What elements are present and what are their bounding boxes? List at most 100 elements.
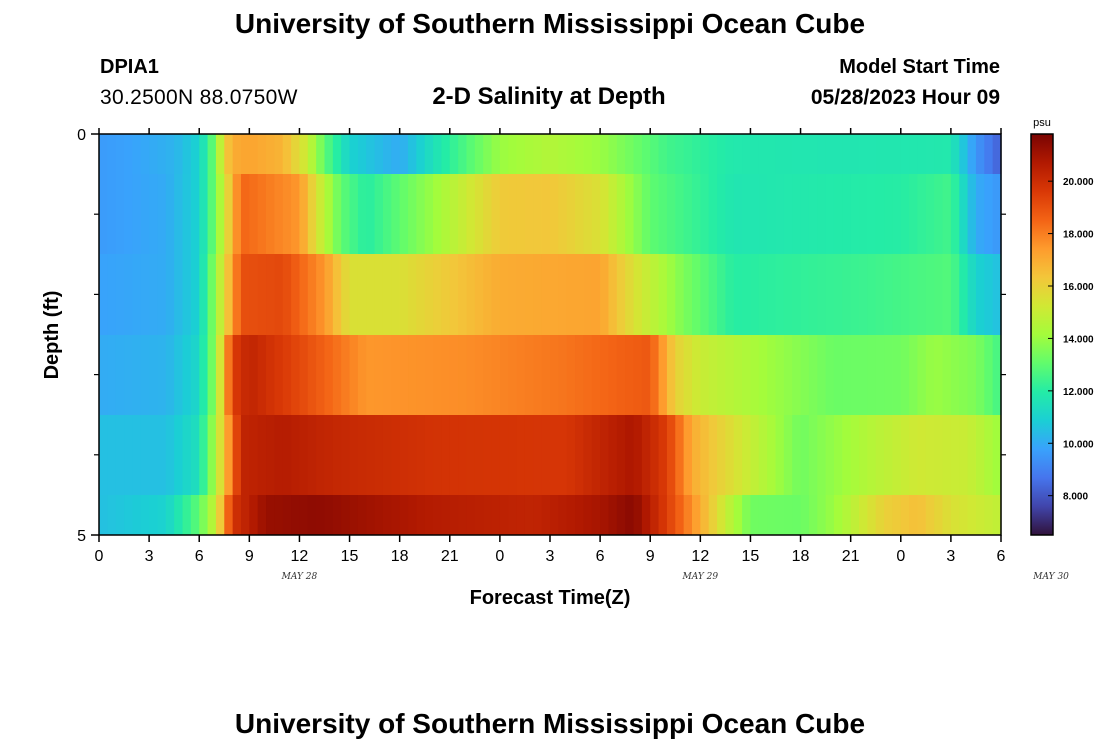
heatmap-cell [491,335,501,415]
heatmap-cell [867,254,877,335]
heatmap-cell [959,415,969,495]
heatmap-cell [691,174,701,254]
heatmap-cell [291,495,301,535]
heatmap-cell [608,174,618,254]
heatmap-cell [165,495,175,535]
colorbar-tick-label: 8.000 [1063,492,1088,503]
heatmap-cell [224,254,234,335]
heatmap-cell [182,254,192,335]
heatmap-cell [232,335,242,415]
heatmap-cell [474,335,484,415]
heatmap-cell [391,495,401,535]
heatmap-cell [107,495,117,535]
heatmap-cell [959,134,969,174]
heatmap-cell [382,335,392,415]
heatmap-cell [909,495,919,535]
heatmap-cell [399,415,409,495]
heatmap-cell [842,174,852,254]
x-tick-label: 18 [391,548,409,565]
colorbar-tick-label: 18.000 [1063,230,1094,241]
heatmap-cell [800,335,810,415]
heatmap-cell [758,415,768,495]
heatmap-cell [975,495,985,535]
heatmap-cell [291,134,301,174]
heatmap-cell [884,415,894,495]
heatmap-cell [307,495,317,535]
heatmap-cell [708,174,718,254]
heatmap-cell [508,174,518,254]
heatmap-cell [650,335,660,415]
heatmap-cell [382,495,392,535]
heatmap-cell [349,415,359,495]
heatmap-cell [900,174,910,254]
heatmap-cell [909,254,919,335]
heatmap-cell [900,254,910,335]
heatmap-cell [115,254,125,335]
heatmap-cell [959,495,969,535]
heatmap-cell [691,335,701,415]
heatmap-cell [859,134,868,174]
heatmap-cell [115,495,125,535]
heatmap-cell [733,254,743,335]
heatmap-cell [984,174,994,254]
heatmap-cell [508,134,518,174]
heatmap-cell [758,495,768,535]
heatmap-cell [742,415,752,495]
heatmap-cell [675,174,685,254]
heatmap-cell [600,495,610,535]
heatmap-cell [449,254,459,335]
heatmap-cell [190,415,200,495]
heatmap-cell [917,174,927,254]
heatmap-cell [408,335,417,415]
heatmap-cell [817,134,827,174]
heatmap-cell [124,254,134,335]
heatmap-cell [541,415,551,495]
heatmap-cell [942,495,952,535]
heatmap-cell [282,335,292,415]
heatmap-cell [875,495,885,535]
heatmap-cell [215,495,225,535]
heatmap-cell [917,495,927,535]
heatmap-cells [99,134,1002,535]
heatmap-cell [742,495,752,535]
heatmap-cell [349,335,359,415]
heatmap-cell [767,254,777,335]
heatmap-cell [691,254,701,335]
heatmap-cell [700,134,710,174]
heatmap-cell [733,335,743,415]
heatmap-cell [132,174,142,254]
heatmap-cell [717,134,726,174]
heatmap-cell [508,495,518,535]
heatmap-cell [984,495,994,535]
heatmap-cell [433,134,443,174]
heatmap-cell [408,254,417,335]
heatmap-cell [165,335,175,415]
heatmap-cell [332,254,342,335]
heatmap-cell [566,335,576,415]
heatmap-cell [399,495,409,535]
heatmap-cell [758,254,768,335]
heatmap-cell [984,415,994,495]
heatmap-cell [182,174,192,254]
heatmap-cell [967,335,977,415]
heatmap-cell [641,495,651,535]
heatmap-cell [182,335,192,415]
y-axis: 05 [77,127,1006,545]
heatmap-cell [700,415,710,495]
heatmap-cell [591,335,601,415]
heatmap-cell [215,134,225,174]
heatmap-cell [975,335,985,415]
heatmap-cell [332,174,342,254]
heatmap-cell [466,335,476,415]
heatmap-cell [884,495,894,535]
heatmap-cell [508,254,518,335]
heatmap-cell [783,335,793,415]
heatmap-cell [817,254,827,335]
heatmap-cell [884,174,894,254]
heatmap-cell [266,415,275,495]
heatmap-cell [967,174,977,254]
heatmap-cell [700,335,710,415]
heatmap-cell [433,495,443,535]
heatmap-cell [925,134,935,174]
heatmap-cell [157,174,167,254]
